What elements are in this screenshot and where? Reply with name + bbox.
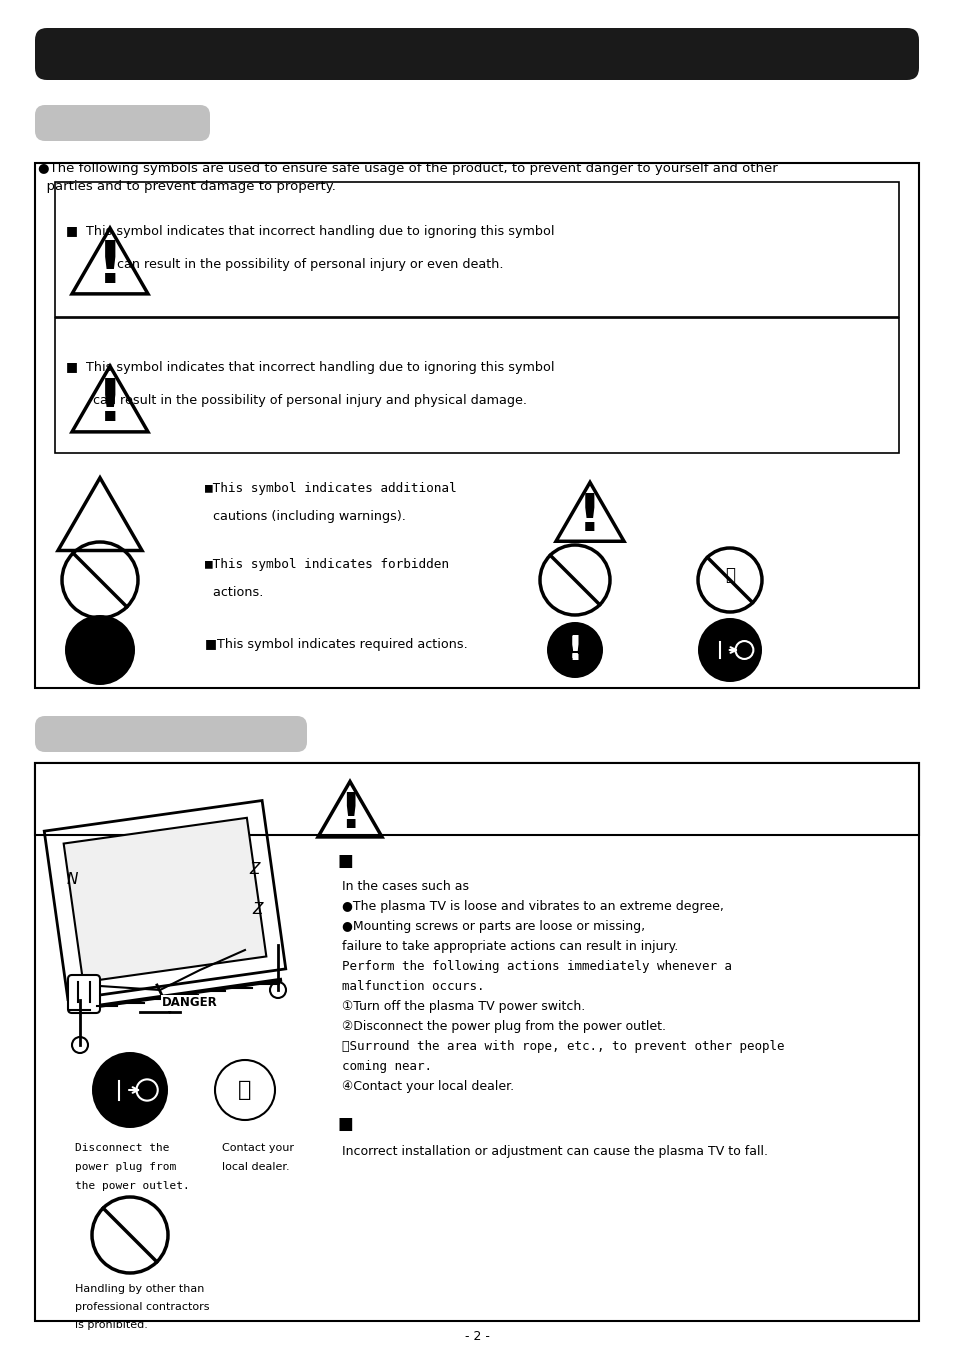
Text: professional contractors: professional contractors [75, 1302, 210, 1313]
Bar [55, 318, 898, 453]
Text: ■This symbol indicates additional: ■This symbol indicates additional [205, 482, 456, 495]
Text: can result in the possibility of personal injury and physical damage.: can result in the possibility of persona… [92, 394, 526, 407]
Text: ■: ■ [337, 1116, 354, 1133]
Text: the power outlet.: the power outlet. [75, 1180, 190, 1191]
Text: ■This symbol indicates required actions.: ■This symbol indicates required actions. [205, 638, 467, 652]
Text: Disconnect the: Disconnect the [75, 1143, 170, 1153]
Circle shape [65, 615, 135, 685]
Circle shape [546, 622, 602, 679]
Text: parties and to prevent damage to property.: parties and to prevent damage to propert… [38, 179, 335, 193]
FancyBboxPatch shape [35, 716, 307, 751]
Bar [35, 764, 918, 835]
Text: ④Contact your local dealer.: ④Contact your local dealer. [341, 1081, 514, 1093]
Text: Handling by other than: Handling by other than [75, 1284, 204, 1294]
Text: DANGER: DANGER [162, 997, 217, 1009]
Text: ●The following symbols are used to ensure safe usage of the product, to prevent : ●The following symbols are used to ensur… [38, 162, 777, 175]
Circle shape [698, 618, 761, 683]
Text: coming near.: coming near. [341, 1060, 432, 1072]
Text: - 2 -: - 2 - [464, 1330, 489, 1344]
Text: !: ! [96, 376, 123, 433]
Text: !: ! [567, 634, 582, 666]
Text: can result in the possibility of personal injury or even death.: can result in the possibility of persona… [116, 258, 503, 271]
Text: ●The plasma TV is loose and vibrates to an extreme degree,: ●The plasma TV is loose and vibrates to … [341, 900, 723, 913]
Text: is prohibited.: is prohibited. [75, 1321, 148, 1330]
Text: Z: Z [250, 862, 260, 877]
Text: Incorrect installation or adjustment can cause the plasma TV to fall.: Incorrect installation or adjustment can… [341, 1145, 767, 1157]
Text: !: ! [338, 791, 361, 838]
Text: cautions (including warnings).: cautions (including warnings). [205, 510, 405, 523]
Text: local dealer.: local dealer. [222, 1161, 290, 1172]
Text: !: ! [96, 237, 123, 295]
Text: 🚶: 🚶 [724, 567, 734, 584]
Text: failure to take appropriate actions can result in injury.: failure to take appropriate actions can … [341, 940, 678, 952]
Text: malfunction occurs.: malfunction occurs. [341, 979, 484, 993]
Text: ■This symbol indicates forbidden: ■This symbol indicates forbidden [205, 558, 449, 571]
Text: !: ! [578, 492, 601, 542]
Text: ■: ■ [337, 853, 354, 870]
Text: Perform the following actions immediately whenever a: Perform the following actions immediatel… [341, 960, 731, 973]
FancyBboxPatch shape [35, 28, 918, 80]
Bar [35, 764, 918, 1321]
Polygon shape [64, 817, 266, 982]
Bar [55, 182, 898, 317]
Text: Z: Z [253, 902, 263, 917]
FancyBboxPatch shape [35, 105, 210, 142]
Text: actions.: actions. [205, 585, 263, 599]
FancyBboxPatch shape [68, 975, 100, 1013]
Text: ■  This symbol indicates that incorrect handling due to ignoring this symbol: ■ This symbol indicates that incorrect h… [66, 225, 554, 237]
Text: ②Disconnect the power plug from the power outlet.: ②Disconnect the power plug from the powe… [341, 1020, 665, 1033]
Text: In the cases such as: In the cases such as [341, 880, 469, 893]
Text: N: N [67, 873, 77, 888]
Text: !: ! [567, 635, 581, 665]
Text: ●Mounting screws or parts are loose or missing,: ●Mounting screws or parts are loose or m… [341, 920, 644, 934]
Text: ■  This symbol indicates that incorrect handling due to ignoring this symbol: ■ This symbol indicates that incorrect h… [66, 362, 554, 374]
Bar [35, 163, 918, 688]
Circle shape [91, 1052, 168, 1128]
Text: power plug from: power plug from [75, 1161, 176, 1172]
Text: 🔧: 🔧 [238, 1081, 252, 1099]
Text: ③Surround the area with rope, etc., to prevent other people: ③Surround the area with rope, etc., to p… [341, 1040, 783, 1054]
Text: Contact your: Contact your [222, 1143, 294, 1153]
Text: ①Turn off the plasma TV power switch.: ①Turn off the plasma TV power switch. [341, 1000, 584, 1013]
